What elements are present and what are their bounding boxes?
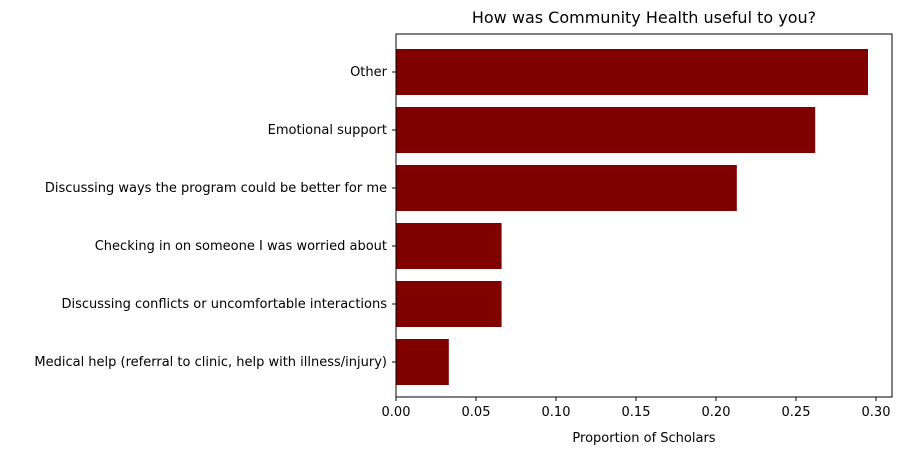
x-tick-label: 0.30 xyxy=(862,405,891,420)
bar xyxy=(396,281,502,327)
x-axis-label: Proportion of Scholars xyxy=(572,431,715,446)
x-tick-label: 0.15 xyxy=(622,405,651,420)
bars-group xyxy=(396,49,868,385)
y-tick-label: Emotional support xyxy=(268,123,387,138)
x-ticks: 0.00 0.05 0.10 0.15 0.20 0.25 0.30 xyxy=(382,397,891,420)
x-tick-label: 0.10 xyxy=(542,405,571,420)
chart-title: How was Community Health useful to you? xyxy=(472,8,816,27)
y-tick-label: Checking in on someone I was worried abo… xyxy=(95,239,387,254)
x-tick-label: 0.20 xyxy=(702,405,731,420)
bar xyxy=(396,107,816,153)
bar xyxy=(396,165,737,211)
y-tick-label: Discussing conflicts or uncomfortable in… xyxy=(61,297,387,312)
bar xyxy=(396,339,449,385)
bar xyxy=(396,49,868,95)
y-tick-label: Medical help (referral to clinic, help w… xyxy=(34,355,387,370)
x-tick-label: 0.05 xyxy=(462,405,491,420)
bar xyxy=(396,223,502,269)
x-tick-label: 0.25 xyxy=(782,405,811,420)
y-tick-label: Other xyxy=(350,65,388,80)
y-tick-labels: Other Emotional support Discussing ways th… xyxy=(34,65,396,370)
x-tick-label: 0.00 xyxy=(382,405,411,420)
plot-frame xyxy=(395,33,893,398)
y-tick-label: Discussing ways the program could be bet… xyxy=(45,181,387,196)
